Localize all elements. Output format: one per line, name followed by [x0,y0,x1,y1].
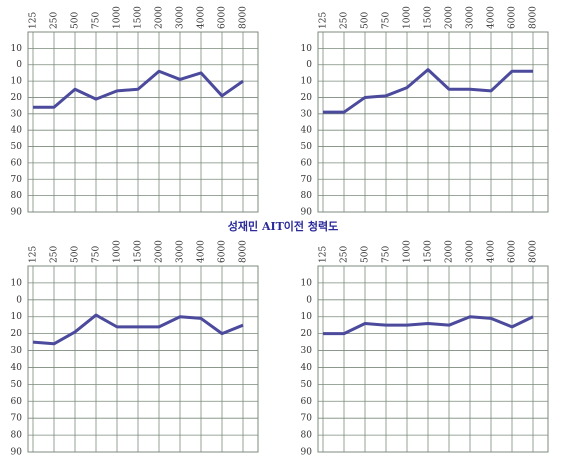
x-tick-label: 6000 [508,240,518,263]
x-tick-label: 250 [340,246,350,263]
x-tick-label: 8000 [529,240,539,263]
plot-frame [317,265,549,453]
plot-frame [317,31,549,213]
y-tick-label: 20 [11,329,23,339]
y-tick-label: 60 [11,158,23,168]
y-tick-label: 60 [11,397,23,407]
x-tick-label: 500 [361,246,371,263]
x-tick-label: 8000 [239,240,249,263]
y-tick-label: 80 [301,431,313,441]
y-tick-label: 30 [11,346,23,356]
x-tick-label: 1000 [113,6,123,29]
y-tick-label: 10 [11,44,23,54]
y-tick-label: 50 [11,142,23,152]
y-tick-label: 60 [301,397,313,407]
x-tick-label: 1000 [403,240,413,263]
y-tick-label: 40 [11,363,23,373]
y-tick-label: 80 [11,431,23,441]
y-tick-label: 40 [301,126,313,136]
y-tick-label: 60 [301,158,313,168]
x-tick-label: 125 [29,12,39,29]
y-tick-label: 10 [11,278,23,288]
x-tick-label: 3000 [176,240,186,263]
x-tick-label: 125 [319,12,329,29]
y-tick-label: 20 [301,93,313,103]
y-tick-label: 0 [16,60,22,70]
x-tick-label: 750 [92,12,102,29]
y-tick-label: 20 [301,329,313,339]
y-tick-label: 90 [11,448,23,458]
y-tick-label: 10 [301,77,313,87]
y-tick-label: 0 [306,295,312,305]
x-tick-label: 3000 [176,6,186,29]
caption: 성재민 AIT이전 청력도 [228,219,338,233]
y-tick-label: 50 [301,142,313,152]
y-tick-label: 40 [301,363,313,373]
x-tick-label: 3000 [466,240,476,263]
y-tick-label: 80 [301,191,313,201]
y-tick-label: 10 [301,312,313,322]
series-line [323,315,534,336]
x-tick-label: 2000 [155,240,165,263]
x-tick-label: 750 [382,12,392,29]
y-tick-label: 10 [11,77,23,87]
x-tick-label: 125 [319,246,329,263]
x-tick-label: 2000 [445,6,455,29]
y-tick-label: 70 [11,175,23,185]
series-line [33,69,244,109]
y-tick-label: 50 [11,380,23,390]
x-tick-label: 4000 [487,6,497,29]
x-tick-label: 1500 [134,6,144,29]
y-tick-label: 0 [16,295,22,305]
x-tick-label: 750 [92,246,102,263]
x-tick-label: 6000 [218,6,228,29]
y-tick-label: 70 [301,175,313,185]
x-tick-label: 500 [71,246,81,263]
x-tick-label: 125 [29,246,39,263]
x-tick-label: 3000 [466,6,476,29]
x-tick-label: 8000 [529,6,539,29]
x-tick-label: 250 [340,12,350,29]
x-tick-label: 2000 [445,240,455,263]
y-tick-label: 20 [11,93,23,103]
y-tick-label: 30 [301,109,313,119]
x-tick-label: 8000 [239,6,249,29]
y-tick-label: 50 [301,380,313,390]
x-tick-label: 6000 [508,6,518,29]
y-tick-label: 10 [301,44,313,54]
y-tick-label: 80 [11,191,23,201]
x-tick-label: 4000 [487,240,497,263]
x-tick-label: 4000 [197,240,207,263]
x-tick-label: 1000 [403,6,413,29]
x-tick-label: 750 [382,246,392,263]
y-tick-label: 10 [301,278,313,288]
x-tick-label: 6000 [218,240,228,263]
y-tick-label: 0 [306,60,312,70]
x-tick-label: 500 [361,12,371,29]
x-tick-label: 1000 [113,240,123,263]
y-tick-label: 70 [11,414,23,424]
x-tick-label: 250 [50,12,60,29]
x-tick-label: 1500 [424,240,434,263]
y-tick-label: 30 [301,346,313,356]
y-tick-label: 10 [11,312,23,322]
x-tick-label: 1500 [134,240,144,263]
y-tick-label: 90 [301,208,313,218]
x-tick-label: 250 [50,246,60,263]
plot-frame [27,265,259,453]
plot-frame [27,31,259,213]
x-tick-label: 2000 [155,6,165,29]
y-tick-label: 30 [11,109,23,119]
series-line [32,313,244,346]
series-line [323,68,533,114]
x-tick-label: 1500 [424,6,434,29]
x-tick-label: 500 [71,12,81,29]
y-tick-label: 70 [301,414,313,424]
y-tick-label: 90 [301,448,313,458]
x-tick-label: 4000 [197,6,207,29]
y-tick-label: 90 [11,208,23,218]
y-tick-label: 40 [11,126,23,136]
